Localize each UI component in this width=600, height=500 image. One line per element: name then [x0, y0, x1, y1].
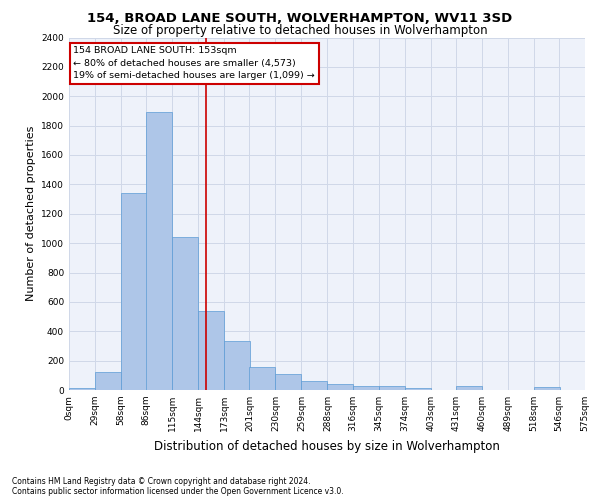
Bar	[275, 374, 301, 390]
Bar	[456, 386, 482, 390]
Bar	[379, 386, 404, 390]
Bar	[585, 388, 600, 390]
Bar	[353, 386, 379, 390]
Bar	[172, 238, 198, 390]
Text: 154 BROAD LANE SOUTH: 153sqm
← 80% of detached houses are smaller (4,573)
19% of: 154 BROAD LANE SOUTH: 153sqm ← 80% of de…	[73, 46, 315, 80]
Bar	[146, 112, 172, 390]
Bar	[250, 366, 275, 390]
Bar	[404, 388, 431, 390]
Bar	[224, 341, 250, 390]
Text: Contains HM Land Registry data © Crown copyright and database right 2024.: Contains HM Land Registry data © Crown c…	[12, 477, 311, 486]
Y-axis label: Number of detached properties: Number of detached properties	[26, 126, 35, 302]
Bar	[121, 193, 147, 390]
X-axis label: Distribution of detached houses by size in Wolverhampton: Distribution of detached houses by size …	[154, 440, 500, 452]
Bar	[198, 310, 224, 390]
Text: Size of property relative to detached houses in Wolverhampton: Size of property relative to detached ho…	[113, 24, 487, 37]
Text: Contains public sector information licensed under the Open Government Licence v3: Contains public sector information licen…	[12, 487, 344, 496]
Bar	[69, 388, 95, 390]
Text: 154, BROAD LANE SOUTH, WOLVERHAMPTON, WV11 3SD: 154, BROAD LANE SOUTH, WOLVERHAMPTON, WV…	[88, 12, 512, 26]
Bar	[328, 384, 353, 390]
Bar	[95, 372, 121, 390]
Bar	[301, 381, 328, 390]
Bar	[534, 387, 560, 390]
